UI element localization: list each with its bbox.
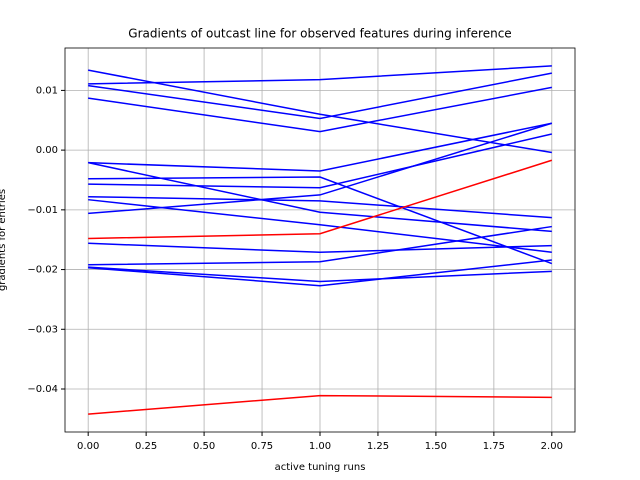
data-line	[88, 72, 552, 120]
plot-frame	[64, 47, 576, 433]
x-tick-label: 1.50	[425, 441, 447, 452]
chart-title: Gradients of outcast line for observed f…	[128, 27, 511, 41]
data-line	[88, 195, 552, 219]
data-line	[88, 161, 552, 233]
x-tick-label: 0.50	[193, 441, 215, 452]
x-tick-label: 1.75	[483, 441, 505, 452]
data-line	[88, 159, 553, 240]
y-tick-label: 0.00	[36, 145, 58, 156]
x-tick-label: 1.25	[367, 441, 389, 452]
data-line	[88, 176, 553, 265]
x-tick-label: 0.25	[135, 441, 157, 452]
x-tick-label: 2.00	[541, 441, 563, 452]
data-line	[88, 198, 552, 253]
data-line	[88, 86, 552, 133]
y-tick-label: −0.04	[27, 384, 58, 395]
data-line	[88, 122, 552, 172]
x-tick-label: 1.00	[309, 441, 331, 452]
x-tick-label: 0.75	[251, 441, 273, 452]
y-tick-label: 0.01	[36, 85, 58, 96]
x-tick-label: 0.00	[77, 441, 99, 452]
data-line	[88, 259, 552, 287]
data-line	[88, 133, 552, 189]
data-line	[88, 266, 552, 283]
y-tick-label: −0.02	[27, 265, 58, 276]
y-tick-label: −0.01	[27, 205, 58, 216]
data-line	[88, 242, 552, 253]
x-axis-label: active tuning runs	[275, 462, 366, 473]
data-line	[88, 394, 552, 415]
y-axis-label: gradients for entries	[0, 189, 8, 291]
data-line	[88, 225, 552, 266]
data-line	[88, 122, 553, 215]
y-tick-label: −0.03	[27, 324, 58, 335]
data-line	[88, 65, 552, 85]
